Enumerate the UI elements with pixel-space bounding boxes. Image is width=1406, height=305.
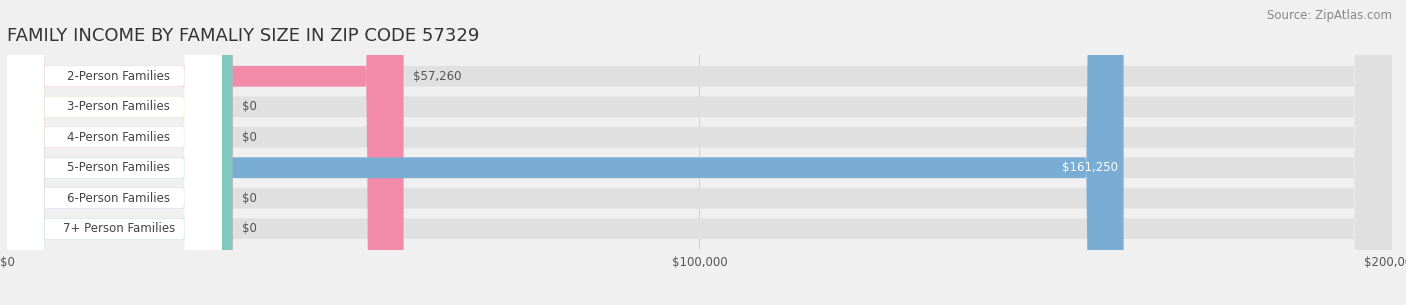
FancyBboxPatch shape [7,0,1123,305]
Text: $161,250: $161,250 [1062,161,1118,174]
Text: $0: $0 [242,192,257,205]
FancyBboxPatch shape [7,0,1392,305]
Text: $0: $0 [242,222,257,235]
FancyBboxPatch shape [7,0,222,305]
Text: FAMILY INCOME BY FAMALIY SIZE IN ZIP CODE 57329: FAMILY INCOME BY FAMALIY SIZE IN ZIP COD… [7,27,479,45]
FancyBboxPatch shape [7,0,1392,305]
Text: $0: $0 [242,131,257,144]
FancyBboxPatch shape [7,0,222,305]
FancyBboxPatch shape [7,0,222,305]
Text: 4-Person Families: 4-Person Families [67,131,170,144]
Text: $57,260: $57,260 [413,70,461,83]
FancyBboxPatch shape [7,0,232,305]
Text: $0: $0 [242,100,257,113]
FancyBboxPatch shape [7,0,1392,305]
Text: 7+ Person Families: 7+ Person Families [62,222,174,235]
FancyBboxPatch shape [7,0,222,305]
Text: Source: ZipAtlas.com: Source: ZipAtlas.com [1267,9,1392,22]
FancyBboxPatch shape [7,0,222,305]
Text: 5-Person Families: 5-Person Families [67,161,170,174]
FancyBboxPatch shape [7,0,232,305]
FancyBboxPatch shape [7,0,232,305]
FancyBboxPatch shape [7,0,1392,305]
FancyBboxPatch shape [7,0,1392,305]
FancyBboxPatch shape [7,0,1392,305]
FancyBboxPatch shape [7,0,404,305]
Text: 6-Person Families: 6-Person Families [67,192,170,205]
Text: 2-Person Families: 2-Person Families [67,70,170,83]
FancyBboxPatch shape [7,0,222,305]
Text: 3-Person Families: 3-Person Families [67,100,170,113]
FancyBboxPatch shape [7,0,232,305]
